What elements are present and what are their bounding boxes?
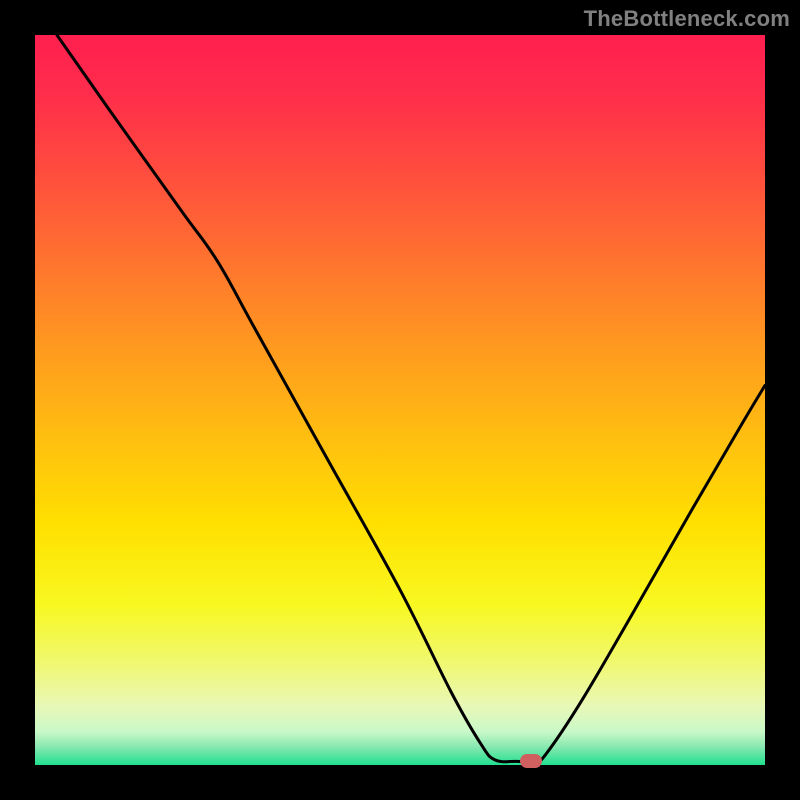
watermark-text: TheBottleneck.com bbox=[584, 6, 790, 32]
plot-area bbox=[35, 35, 765, 765]
bottleneck-marker bbox=[520, 754, 542, 768]
chart-container: TheBottleneck.com bbox=[0, 0, 800, 800]
bottleneck-curve bbox=[35, 35, 765, 765]
